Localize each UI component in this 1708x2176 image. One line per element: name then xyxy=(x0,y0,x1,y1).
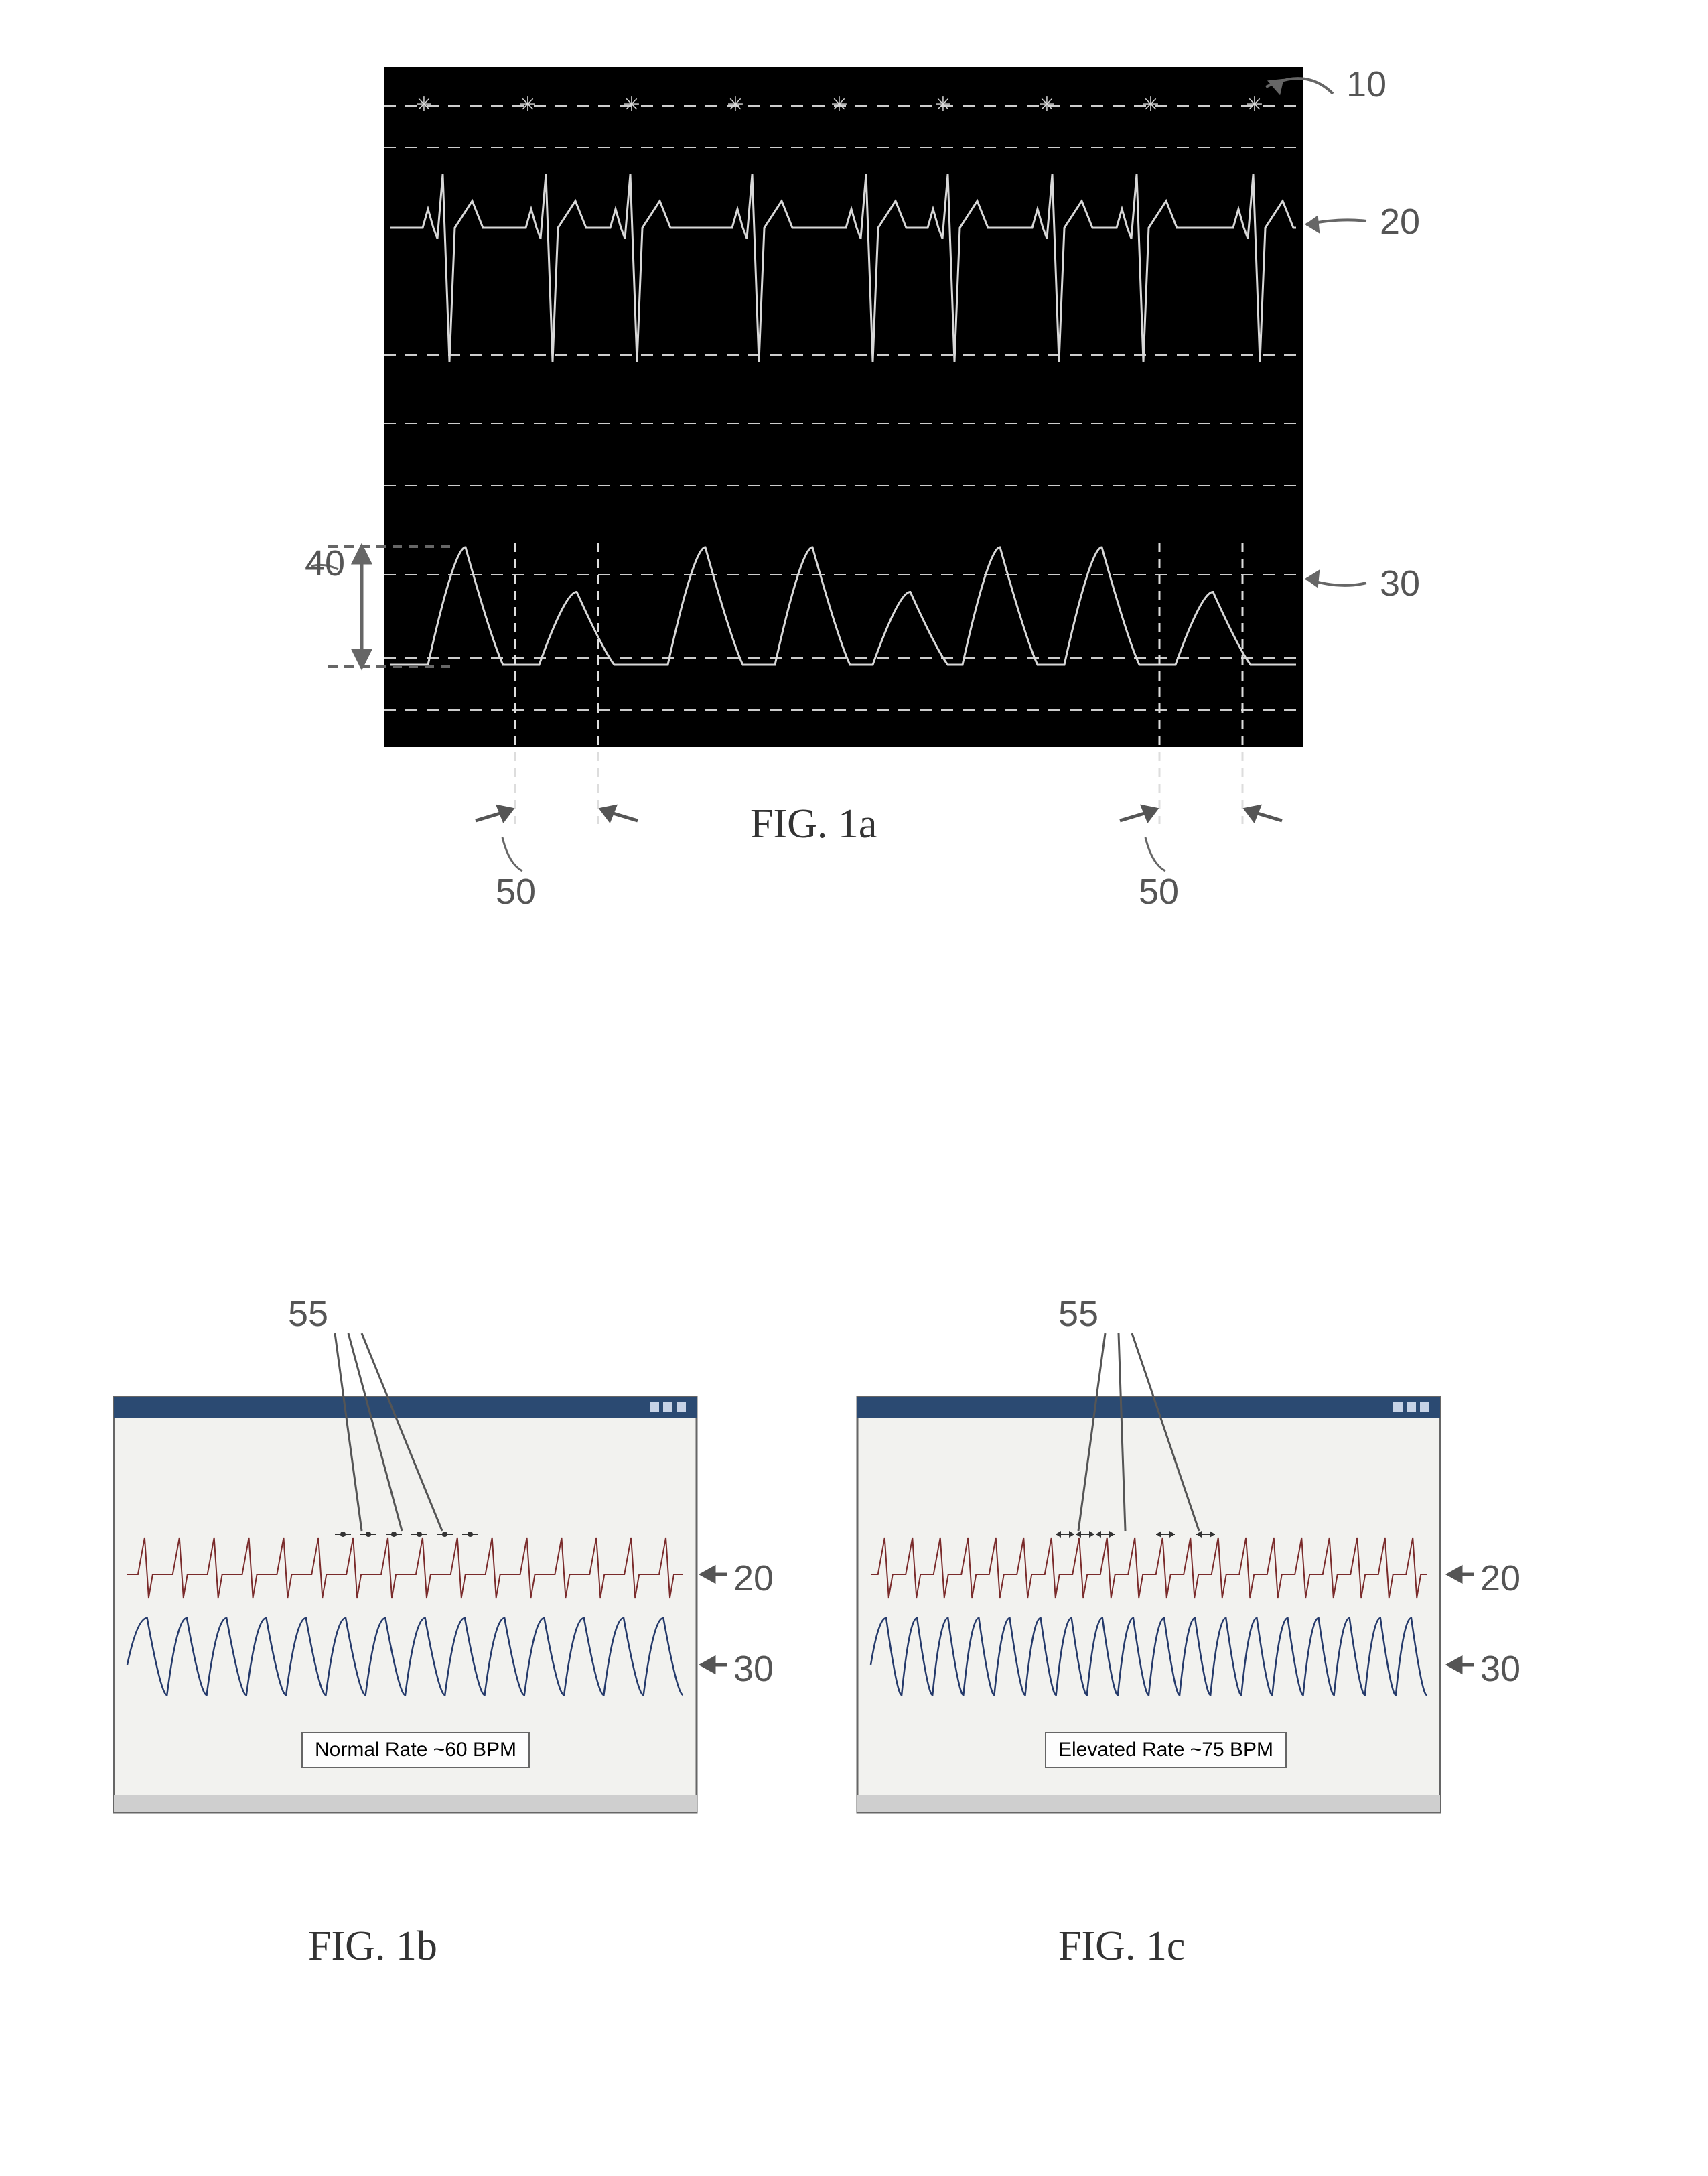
fig1c-rate-box: Elevated Rate ~75 BPM xyxy=(1045,1732,1287,1768)
fig1c-ref30: 30 xyxy=(1480,1648,1520,1690)
patent-figure-page: ✳✳✳✳✳✳✳✳✳ 10 20 30 40 50 50 FIG. 1a xyxy=(0,0,1708,2176)
fig1c-svg xyxy=(0,0,1708,2176)
fig1c-label: FIG. 1c xyxy=(1058,1923,1185,1970)
fig1c-ref55: 55 xyxy=(1058,1293,1098,1335)
fig1c-ref20: 20 xyxy=(1480,1558,1520,1599)
